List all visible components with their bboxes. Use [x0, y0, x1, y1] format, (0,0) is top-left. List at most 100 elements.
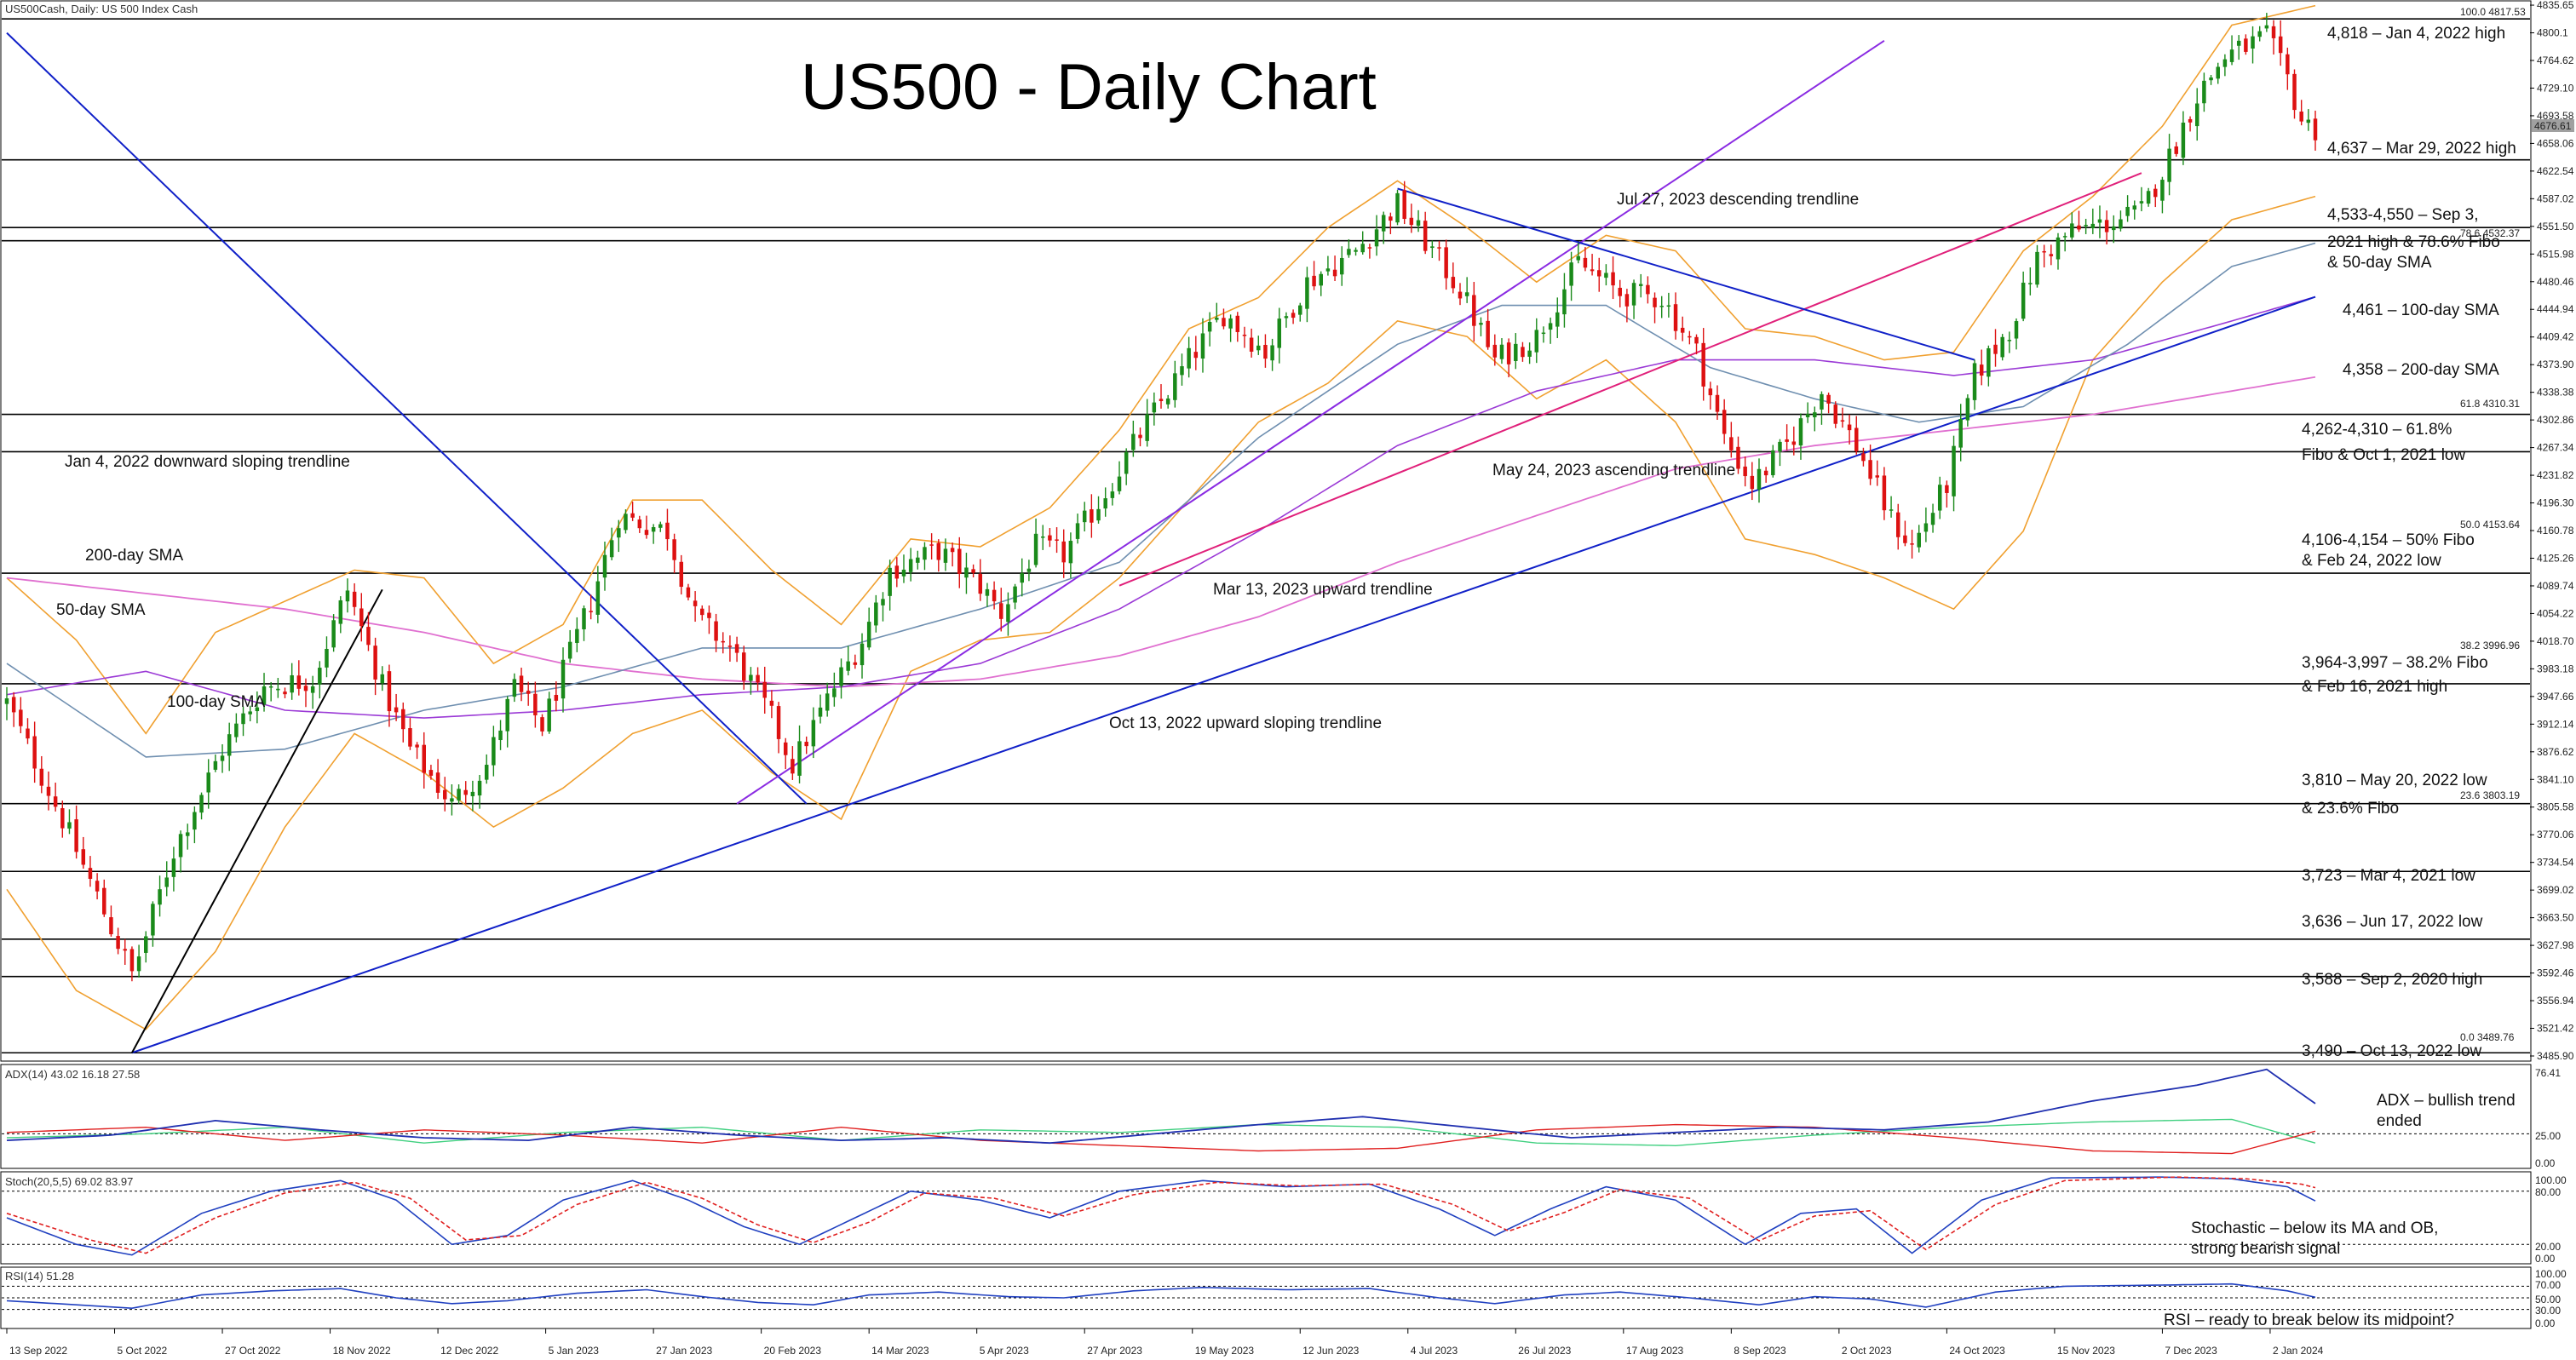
bullish-candle — [1604, 273, 1608, 278]
bearish-candle — [359, 608, 364, 627]
bullish-candle — [2216, 66, 2220, 79]
bullish-candle — [268, 686, 273, 688]
bearish-candle — [415, 744, 419, 748]
bearish-candle — [95, 881, 100, 892]
sma100-chart-label: 100-day SMA — [167, 693, 265, 711]
trendline-jul27 — [1397, 187, 1975, 361]
bullish-candle — [624, 514, 628, 531]
bullish-candle — [2070, 223, 2074, 238]
bearish-candle — [693, 600, 698, 606]
horizontal-levels — [2, 18, 2530, 1054]
bullish-candle — [1548, 323, 1553, 330]
bullish-candle — [1958, 418, 1963, 448]
sma100-line — [6, 296, 2316, 719]
bullish-candle — [1813, 412, 1817, 417]
bullish-candle — [561, 659, 566, 699]
bearish-candle — [1159, 399, 1164, 402]
bullish-candle — [164, 877, 169, 887]
bearish-candle — [679, 561, 684, 588]
bullish-candle — [1020, 573, 1024, 583]
bullish-candle — [2090, 223, 2096, 229]
bearish-candle — [373, 646, 377, 680]
bullish-candle — [255, 707, 260, 712]
bearish-candle — [554, 695, 559, 701]
bearish-candle — [422, 744, 427, 773]
bearish-candle — [1061, 541, 1066, 563]
price-tick-label: 4338.38 — [2537, 387, 2574, 399]
adx-main-line — [6, 1068, 2316, 1145]
date-tick-label: 17 Aug 2023 — [1626, 1345, 1684, 1357]
price-tick-label: 4125.26 — [2537, 552, 2574, 564]
bullish-candle — [193, 812, 197, 830]
price-tick-label: 4018.70 — [2537, 635, 2574, 647]
bullish-candle — [2014, 321, 2019, 339]
bullish-candle — [158, 889, 162, 905]
trendline-may24 — [1118, 172, 2142, 587]
bullish-candle — [985, 588, 990, 596]
bullish-candle — [2222, 59, 2228, 67]
level-4262-label: 4,262-4,310 – 61.8% — [2302, 421, 2452, 439]
bearish-candle — [1826, 394, 1831, 404]
bearish-candle — [1332, 269, 1337, 277]
price-tick-label: 4693.58 — [2537, 110, 2574, 122]
bearish-candle — [109, 917, 113, 935]
price-tick-label: 3841.10 — [2537, 773, 2574, 785]
bullish-candle — [2084, 225, 2088, 227]
bearish-candle — [1458, 291, 1463, 299]
adx-di-plus-line — [6, 1118, 2316, 1147]
bullish-candle — [1256, 345, 1261, 351]
bullish-candle — [1659, 306, 1664, 307]
bullish-candle — [1187, 347, 1191, 369]
level-4818-label: 4,818 – Jan 4, 2022 high — [2327, 25, 2505, 43]
adx-panel — [0, 1064, 2532, 1169]
bullish-candle — [617, 528, 621, 538]
bullish-candle — [923, 547, 927, 560]
bearish-candle — [2271, 26, 2276, 38]
bullish-candle — [380, 674, 385, 684]
fibo-382-label: 38.2 3996.96 — [2460, 640, 2520, 651]
bearish-candle — [769, 700, 774, 706]
bullish-candle — [749, 674, 753, 681]
bullish-candle — [1006, 604, 1010, 623]
bullish-candle — [2257, 31, 2262, 37]
bearish-candle — [644, 530, 649, 536]
level-3810-label: 3,810 – May 20, 2022 low — [2302, 772, 2487, 789]
price-tick-label: 3876.62 — [2537, 746, 2574, 758]
price-axis: 4835.65 4800.1 4764.62 4729.10 4693.58 4658.0… — [2530, 0, 2574, 1062]
bullish-candle — [213, 760, 218, 770]
bullish-candle — [185, 832, 190, 836]
bullish-candle — [345, 590, 350, 602]
bearish-candle — [1910, 543, 1914, 545]
bullish-candle — [206, 772, 210, 793]
bearish-candle — [1590, 269, 1595, 272]
bullish-candle — [1464, 292, 1469, 296]
bullish-candle — [866, 622, 871, 648]
bullish-candle — [1499, 344, 1504, 359]
stoch-scale-20: 20.00 — [2535, 1241, 2561, 1253]
bearish-candle — [1090, 509, 1094, 523]
bullish-candle — [1165, 398, 1170, 405]
bullish-candle — [1987, 347, 1991, 377]
bullish-candle — [2229, 49, 2234, 62]
bullish-candle — [2028, 283, 2033, 284]
bearish-candle — [283, 691, 287, 695]
bearish-candle — [1708, 388, 1713, 396]
bearish-candle — [519, 675, 524, 692]
date-tick-label: 7 Dec 2023 — [2165, 1345, 2217, 1357]
trendline-mar13 — [736, 39, 1885, 805]
date-tick-label: 5 Oct 2022 — [118, 1345, 168, 1357]
price-tick-label: 3912.14 — [2537, 718, 2574, 730]
bullish-candle — [1152, 402, 1157, 413]
bullish-candle — [1040, 537, 1045, 538]
indicator-overlays — [6, 4, 2316, 1030]
bearish-candle — [1472, 295, 1476, 326]
date-tick-label: 24 Oct 2023 — [1949, 1345, 2005, 1357]
bearish-candle — [2313, 118, 2318, 141]
price-tick-label: 3521.42 — [2537, 1023, 2574, 1035]
bullish-candle — [492, 737, 496, 766]
price-tick-label: 4835.65 — [2537, 0, 2574, 11]
bearish-candle — [1486, 320, 1490, 347]
price-tick-label: 3699.02 — [2537, 884, 2574, 896]
bearish-candle — [721, 640, 725, 643]
bearish-candle — [1597, 270, 1601, 277]
